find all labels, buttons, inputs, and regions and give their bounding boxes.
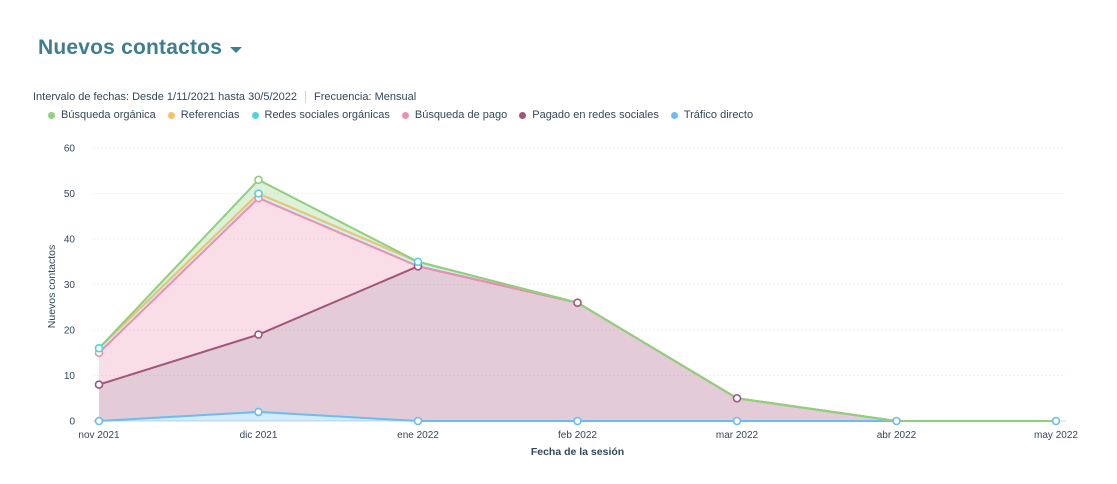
legend-label: Búsqueda orgánica	[61, 109, 156, 121]
legend-label: Tráfico directo	[683, 109, 754, 121]
x-tick-label: ene 2022	[397, 430, 439, 441]
x-tick-label: may 2022	[1034, 430, 1078, 441]
x-axis-title: Fecha de la sesión	[531, 446, 624, 458]
x-tick-label: mar 2022	[716, 430, 759, 441]
legend-dot-icon	[670, 111, 678, 119]
frequency-value: Mensual	[374, 91, 417, 103]
legend-dot-icon	[48, 111, 55, 119]
legend-item[interactable]: Referencias	[167, 109, 240, 121]
y-tick-label: 50	[64, 189, 76, 200]
legend-item[interactable]: Búsqueda de pago	[401, 109, 508, 121]
legend-label: Pagado en redes sociales	[532, 109, 659, 121]
x-tick-label: abr 2022	[877, 430, 917, 441]
legend-item[interactable]: Pagado en redes sociales	[519, 109, 659, 121]
x-tick-label: nov 2021	[78, 430, 120, 441]
chart-legend: Búsqueda orgánica Referencias Redes social…	[48, 109, 765, 121]
data-point	[254, 175, 263, 185]
y-tick-label: 0	[69, 417, 75, 428]
data-point	[254, 407, 263, 417]
legend-dot-icon	[167, 111, 175, 119]
meta-divider	[305, 91, 307, 103]
legend-item[interactable]: Redes sociales orgánicas	[251, 109, 390, 121]
chevron-down-icon	[230, 46, 243, 53]
area-4	[99, 266, 1056, 421]
frequency-label: Frecuencia:	[314, 91, 372, 103]
data-point	[254, 330, 263, 339]
y-tick-label: 60	[64, 144, 76, 155]
data-point	[573, 298, 582, 308]
y-tick-label: 40	[64, 235, 76, 246]
legend-dot-icon	[401, 111, 409, 119]
data-point	[94, 380, 104, 389]
report-title-dropdown[interactable]: Nuevos contactos	[38, 36, 243, 60]
legend-item[interactable]: Búsqueda orgánica	[48, 109, 156, 121]
y-tick-label: 30	[64, 280, 76, 291]
data-point	[732, 393, 742, 403]
y-axis-title: Nuevos contactos	[46, 245, 58, 328]
x-tick-label: feb 2022	[558, 430, 597, 441]
x-tick-label: dic 2021	[240, 430, 278, 441]
area-3	[99, 198, 1056, 421]
legend-dot-icon	[251, 111, 259, 119]
date-range-label: Intervalo de fechas:	[33, 91, 130, 103]
data-point	[254, 189, 263, 198]
data-point	[413, 257, 423, 267]
y-tick-label: 10	[64, 371, 76, 382]
data-point	[1051, 416, 1061, 426]
legend-label: Referencias	[180, 109, 240, 121]
data-point	[94, 343, 104, 353]
y-tick-label: 20	[64, 326, 76, 337]
area-5	[99, 411, 1056, 421]
report-meta: Intervalo de fechas: Desde 1/11/2021 has…	[33, 91, 416, 103]
data-point	[573, 416, 582, 426]
legend-item[interactable]: Tráfico directo	[670, 109, 754, 121]
report-title: Nuevos contactos	[38, 36, 223, 59]
data-point	[94, 416, 104, 426]
data-point	[892, 416, 901, 426]
date-range-value: Desde 1/11/2021 hasta 30/5/2022	[132, 91, 298, 103]
legend-dot-icon	[519, 111, 527, 119]
data-point	[732, 416, 742, 426]
data-point	[413, 416, 423, 426]
legend-label: Redes sociales orgánicas	[264, 109, 390, 121]
legend-label: Búsqueda de pago	[414, 109, 508, 121]
